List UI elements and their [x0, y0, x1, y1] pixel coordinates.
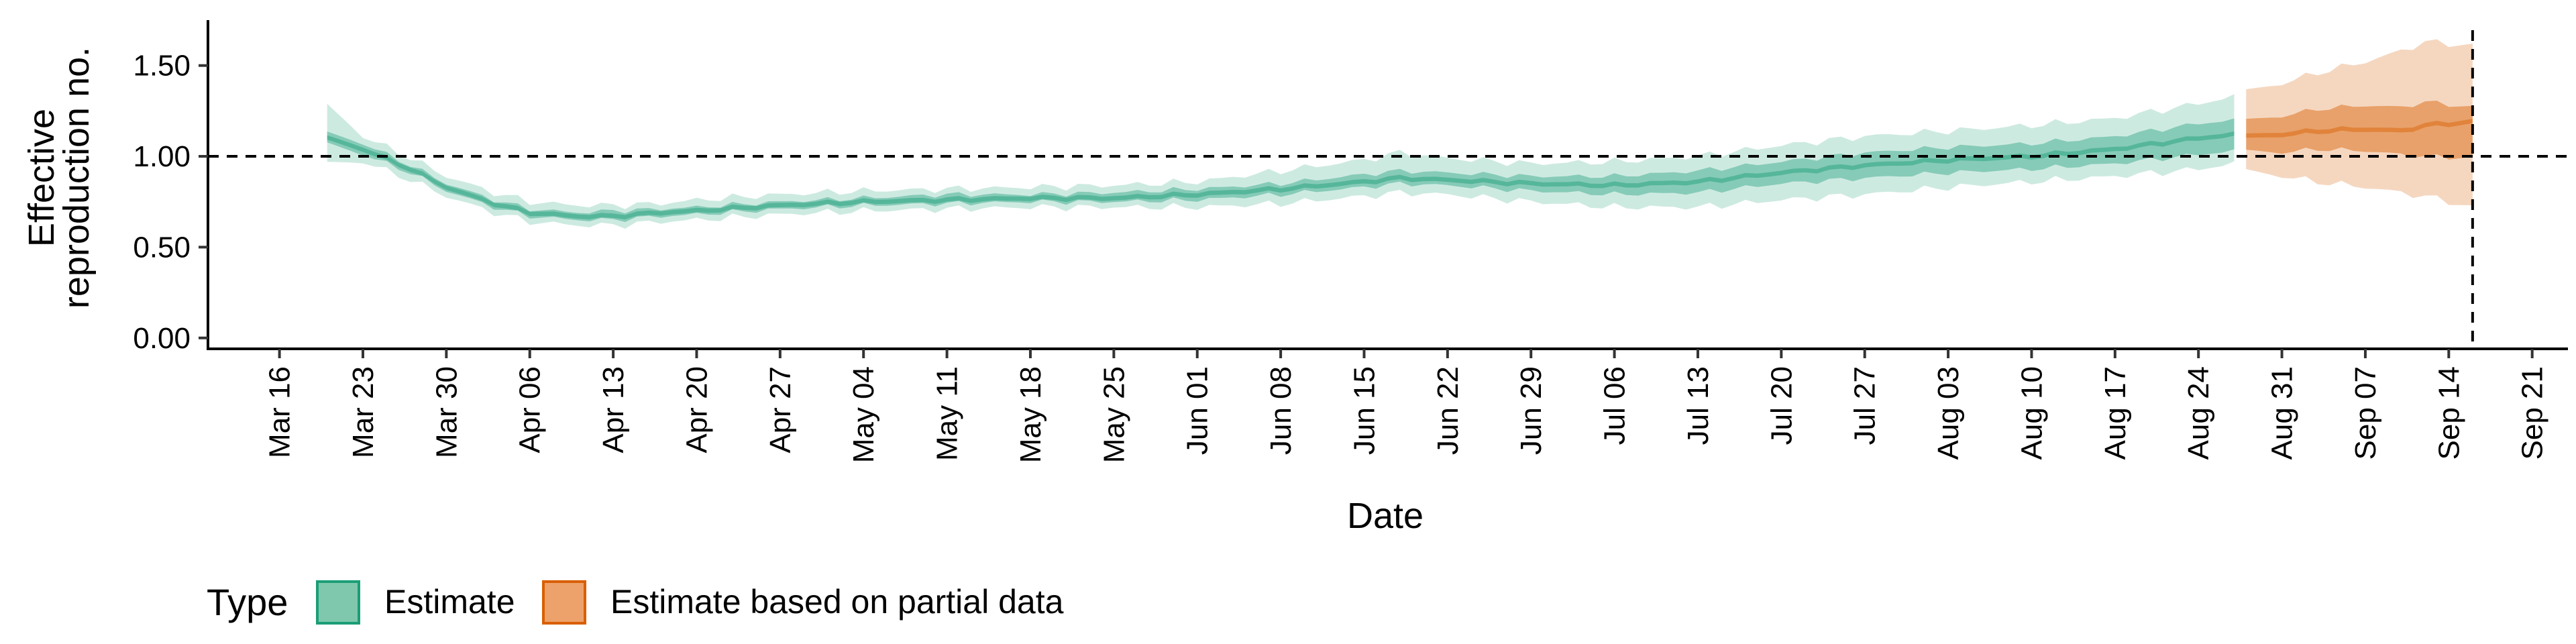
- x-tick-label: Aug 03: [1932, 366, 1965, 460]
- legend-swatch-partial: [542, 580, 586, 625]
- x-tick-label: May 25: [1097, 366, 1130, 463]
- x-tick-label: Aug 24: [2182, 366, 2215, 460]
- x-tick-label: Apr 20: [681, 366, 714, 453]
- x-ticks: Mar 16 Mar 23 Mar 30 Apr 06 Apr 13 Apr 20 Apr …: [264, 349, 2549, 463]
- x-tick-label: Sep 14: [2432, 366, 2465, 460]
- x-tick-label: Mar 16: [264, 366, 297, 458]
- median-band: [2246, 119, 2473, 138]
- legend: Type Estimate Estimate based on partial …: [207, 580, 1064, 625]
- y-axis-title-line-1: Effective: [21, 109, 62, 247]
- legend-swatch-estimate: [316, 580, 360, 625]
- x-tick-label: Aug 31: [2266, 366, 2299, 460]
- y-tick-label: 1.50: [133, 50, 191, 83]
- x-tick-label: Mar 30: [430, 366, 463, 458]
- y-tick-label: 0.50: [133, 231, 191, 264]
- x-tick-label: Jul 13: [1682, 366, 1715, 445]
- x-tick-label: Apr 06: [514, 366, 547, 453]
- legend-title: Type: [207, 581, 288, 623]
- x-tick-label: Jun 15: [1348, 366, 1381, 455]
- x-tick-label: May 11: [931, 366, 964, 461]
- axes: [207, 20, 2568, 350]
- x-tick-label: Sep 21: [2516, 366, 2549, 460]
- x-tick-label: Jun 01: [1181, 366, 1214, 455]
- x-tick-label: Jun 29: [1515, 366, 1548, 455]
- x-tick-label: Jul 20: [1765, 366, 1798, 445]
- x-tick-label: Apr 13: [597, 366, 630, 453]
- x-tick-label: Jun 22: [1432, 366, 1464, 455]
- y-axis-title-line-2: reproduction no.: [56, 47, 97, 309]
- series-estimate: [327, 94, 2235, 229]
- y-tick-label: 1.00: [133, 140, 191, 173]
- x-tick-label: May 18: [1014, 366, 1047, 463]
- outer-credible-band: [327, 94, 2235, 229]
- inner-credible-band: [327, 118, 2235, 222]
- legend-label-estimate: Estimate: [384, 583, 515, 621]
- x-tick-label: May 04: [847, 366, 880, 463]
- inner-credible-band: [2246, 101, 2473, 160]
- y-ticks: 0.00 0.50 1.00 1.50: [133, 50, 208, 355]
- x-tick-label: Jun 08: [1265, 366, 1297, 455]
- x-tick-label: Aug 17: [2099, 366, 2132, 460]
- x-axis-title: Date: [1347, 496, 1424, 536]
- x-tick-label: Mar 23: [347, 366, 380, 458]
- x-tick-label: Jul 06: [1599, 366, 1631, 445]
- legend-label-partial: Estimate based on partial data: [610, 583, 1064, 621]
- y-axis-title: Effective reproduction no.: [21, 47, 97, 309]
- series-partial: [2246, 39, 2473, 205]
- outer-credible-band: [2246, 39, 2473, 205]
- x-tick-label: Aug 10: [2016, 366, 2049, 460]
- plot-bands: [327, 39, 2473, 229]
- x-tick-label: Apr 27: [764, 366, 797, 453]
- y-tick-label: 0.00: [133, 322, 191, 355]
- x-tick-label: Sep 07: [2349, 366, 2382, 460]
- x-tick-label: Jul 27: [1849, 366, 1882, 445]
- reference-lines: [208, 30, 2568, 349]
